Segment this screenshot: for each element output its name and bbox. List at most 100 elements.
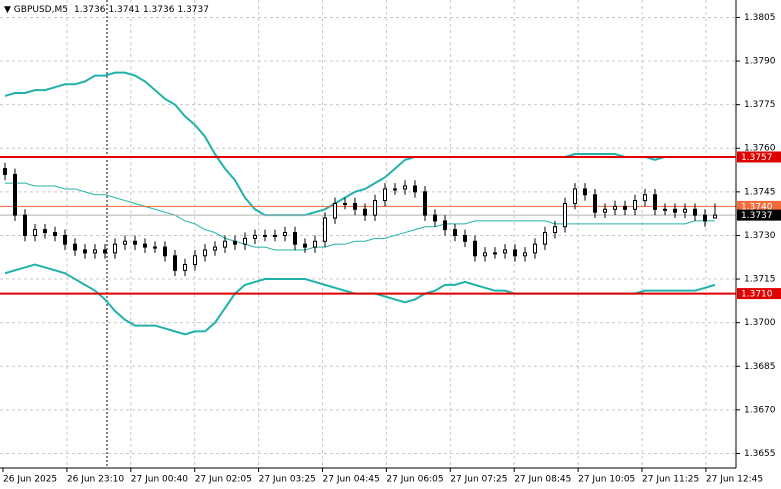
candle-body <box>313 240 317 248</box>
candle-body <box>83 249 87 254</box>
candle-body <box>113 243 117 254</box>
candle-body <box>23 214 27 236</box>
candle-body <box>33 229 37 236</box>
candle-body <box>433 214 437 222</box>
candle-body <box>123 240 127 245</box>
bollinger-middle <box>5 182 715 251</box>
candle-body <box>43 229 47 234</box>
x-tick-label: 27 Jun 07:25 <box>450 475 507 485</box>
chart-header: ▼ GBPUSD,M5 1.3736 1.3741 1.3736 1.3737 <box>4 5 209 15</box>
candle-body <box>263 234 267 237</box>
price-tag-label: 1.3737 <box>741 211 773 221</box>
y-tick-label: 1.3685 <box>744 362 776 372</box>
y-tick-label: 1.3775 <box>744 100 776 110</box>
candle-body <box>383 188 387 202</box>
candle-body <box>293 232 297 245</box>
candle-body <box>143 243 147 248</box>
candle-body <box>483 252 487 257</box>
candle-body <box>463 234 467 242</box>
candle-body <box>353 202 357 210</box>
candle-body <box>603 208 607 213</box>
y-tick-label: 1.3655 <box>744 449 776 459</box>
x-tick-label: 27 Jun 08:45 <box>514 475 571 485</box>
candle-body <box>163 246 167 257</box>
candle-body <box>173 255 177 271</box>
candle-body <box>583 188 587 196</box>
candle-body <box>393 188 397 191</box>
candle-body <box>213 246 217 251</box>
candle-body <box>703 214 707 222</box>
candle-body <box>663 208 667 211</box>
x-tick-label: 26 Jun 2025 <box>3 475 57 485</box>
candle-body <box>423 191 427 216</box>
x-tick-label: 27 Jun 06:05 <box>386 475 443 485</box>
header-close: 1.3737 <box>177 5 209 15</box>
candle-body <box>523 252 527 257</box>
candle-body <box>693 208 697 216</box>
candle-body <box>493 252 497 255</box>
candle-body <box>273 234 277 237</box>
y-tick-label: 1.3745 <box>744 187 776 197</box>
candle-body <box>53 232 57 236</box>
x-tick-label: 27 Jun 04:45 <box>323 475 380 485</box>
candle-body <box>683 208 687 213</box>
candle-body <box>303 243 307 248</box>
y-tick-label: 1.3670 <box>744 405 776 415</box>
candle-body <box>233 240 237 245</box>
candle-body <box>543 232 547 245</box>
candle-body <box>333 202 337 219</box>
candle-body <box>323 217 327 242</box>
candle-body <box>553 226 557 234</box>
candle-body <box>223 240 227 248</box>
candle-body <box>343 202 347 205</box>
y-tick-label: 1.3730 <box>744 231 776 241</box>
level-tag-label: 1.3757 <box>741 153 773 163</box>
candle-body <box>183 264 187 271</box>
candle-body <box>363 208 367 216</box>
y-tick-label: 1.3805 <box>744 13 776 23</box>
candle-body <box>563 202 567 228</box>
candle-body <box>653 194 657 210</box>
candle-body <box>623 205 627 210</box>
candle-body <box>533 243 537 254</box>
x-tick-label: 27 Jun 10:05 <box>578 475 635 485</box>
candle-body <box>673 208 677 213</box>
y-tick-label: 1.3715 <box>744 275 776 285</box>
candle-body <box>473 240 477 257</box>
candle-body <box>503 249 507 254</box>
candle-body <box>403 185 407 190</box>
candle-body <box>443 220 447 231</box>
candle-body <box>513 249 517 257</box>
level-tag-box <box>737 151 781 163</box>
price-tag-box <box>737 209 781 221</box>
x-tick-label: 27 Jun 00:40 <box>131 475 188 485</box>
candle-body <box>453 229 457 236</box>
candle-body <box>613 205 617 210</box>
y-tick-label: 1.3790 <box>744 57 776 67</box>
y-tick-label: 1.3760 <box>744 144 776 154</box>
x-tick-label: 27 Jun 02:05 <box>195 475 252 485</box>
candle-body <box>713 214 717 219</box>
candle-body <box>153 246 157 249</box>
header-low: 1.3736 <box>143 5 175 15</box>
level-tag-label: 1.3740 <box>741 202 773 212</box>
menu-arrow: ▼ <box>4 5 14 15</box>
candle-body <box>373 200 377 216</box>
x-tick-label: 27 Jun 03:25 <box>259 475 316 485</box>
bollinger-upper <box>4 71 715 217</box>
candle-body <box>593 194 597 213</box>
level-tag-label: 1.3710 <box>741 290 773 300</box>
header-open: 1.3736 <box>74 5 106 15</box>
symbol: GBPUSD,M5 <box>14 5 68 15</box>
candle-body <box>253 234 257 239</box>
candle-body <box>203 249 207 257</box>
level-tag-box <box>737 288 781 300</box>
candle-body <box>643 194 647 202</box>
candle-body <box>633 200 637 210</box>
candle-body <box>283 232 287 236</box>
x-tick-label: 27 Jun 11:25 <box>642 475 699 485</box>
candle-body <box>73 243 77 251</box>
candle-body <box>133 240 137 245</box>
